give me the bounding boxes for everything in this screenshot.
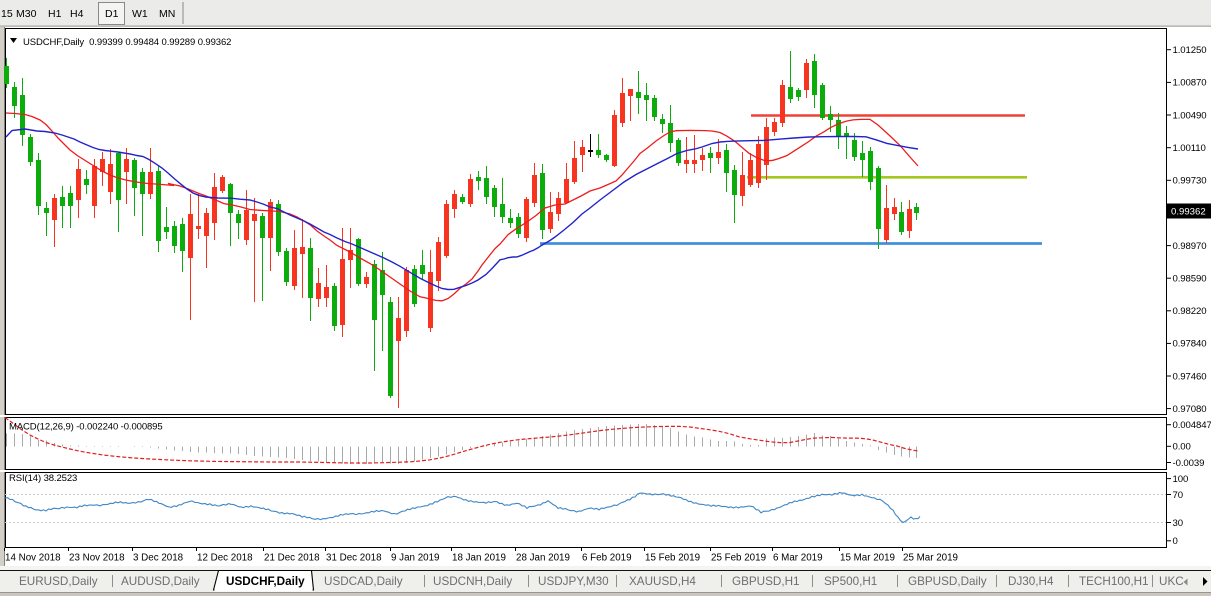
svg-text:15 Feb 2019: 15 Feb 2019 (645, 552, 700, 563)
svg-text:-0.0039: -0.0039 (1173, 458, 1205, 469)
svg-text:SP500,H1: SP500,H1 (824, 575, 877, 588)
svg-text:USDCHF,Daily 0.99399 0.99484: USDCHF,Daily 0.99399 0.99484 0.99289 0.9… (23, 37, 231, 48)
svg-text:6 Feb 2019: 6 Feb 2019 (582, 552, 632, 563)
svg-text:0.99730: 0.99730 (1173, 176, 1207, 187)
svg-text:1.01250: 1.01250 (1173, 45, 1207, 56)
svg-text:USDCAD,Daily: USDCAD,Daily (324, 575, 403, 588)
svg-text:0.004847: 0.004847 (1173, 420, 1211, 431)
svg-text:30: 30 (1173, 518, 1183, 529)
svg-text:DJ30,H4: DJ30,H4 (1008, 575, 1054, 588)
svg-text:21 Dec 2018: 21 Dec 2018 (264, 552, 320, 563)
svg-text:0.98220: 0.98220 (1173, 306, 1207, 317)
svg-text:25 Feb 2019: 25 Feb 2019 (711, 552, 766, 563)
svg-text:TECH100,H1: TECH100,H1 (1079, 575, 1149, 588)
svg-text:D1: D1 (105, 8, 119, 20)
svg-text:25 Mar 2019: 25 Mar 2019 (903, 552, 958, 563)
svg-text:0: 0 (1173, 536, 1178, 547)
svg-text:RSI(14) 38.2523: RSI(14) 38.2523 (9, 473, 77, 484)
svg-text:GBPUSD,Daily: GBPUSD,Daily (908, 575, 987, 588)
svg-text:0.99362: 0.99362 (1171, 206, 1206, 217)
svg-text:1.00870: 1.00870 (1173, 78, 1207, 89)
svg-text:EURUSD,Daily: EURUSD,Daily (19, 575, 98, 588)
svg-text:0.97080: 0.97080 (1173, 404, 1207, 415)
svg-text:100: 100 (1173, 474, 1189, 485)
svg-text:GBPUSD,H1: GBPUSD,H1 (732, 575, 800, 588)
svg-text:USDCNH,Daily: USDCNH,Daily (433, 575, 512, 588)
svg-text:15 Mar 2019: 15 Mar 2019 (840, 552, 895, 563)
svg-text:6 Mar 2019: 6 Mar 2019 (773, 552, 823, 563)
svg-text:0.97460: 0.97460 (1173, 371, 1207, 382)
svg-text:70: 70 (1173, 490, 1183, 501)
svg-text:31 Dec 2018: 31 Dec 2018 (326, 552, 382, 563)
svg-text:3 Dec 2018: 3 Dec 2018 (133, 552, 184, 563)
svg-text:9 Jan 2019: 9 Jan 2019 (391, 552, 439, 563)
svg-text:18 Jan 2019: 18 Jan 2019 (452, 552, 506, 563)
svg-text:15: 15 (1, 8, 13, 20)
svg-text:AUDUSD,Daily: AUDUSD,Daily (121, 575, 200, 588)
svg-text:XAUUSD,H4: XAUUSD,H4 (629, 575, 696, 588)
svg-text:28 Jan 2019: 28 Jan 2019 (516, 552, 570, 563)
svg-text:0.98970: 0.98970 (1173, 241, 1207, 252)
svg-text:M30: M30 (16, 8, 37, 20)
svg-text:MN: MN (159, 8, 175, 20)
svg-text:0.00: 0.00 (1173, 442, 1191, 453)
svg-text:W1: W1 (132, 8, 148, 20)
svg-text:12 Dec 2018: 12 Dec 2018 (197, 552, 253, 563)
svg-text:UKC: UKC (1159, 575, 1184, 588)
svg-text:USDJPY,M30: USDJPY,M30 (538, 575, 609, 588)
svg-text:0.98590: 0.98590 (1173, 274, 1207, 285)
svg-text:MACD(12,26,9) -0.002240 -0.000: MACD(12,26,9) -0.002240 -0.000895 (9, 422, 163, 433)
svg-text:H4: H4 (70, 8, 84, 20)
svg-text:1.00490: 1.00490 (1173, 110, 1207, 121)
svg-text:H1: H1 (48, 8, 62, 20)
svg-text:0.97840: 0.97840 (1173, 339, 1207, 350)
svg-text:14 Nov 2018: 14 Nov 2018 (5, 552, 61, 563)
svg-text:1.00110: 1.00110 (1173, 143, 1206, 154)
svg-text:23 Nov 2018: 23 Nov 2018 (69, 552, 125, 563)
svg-text:USDCHF,Daily: USDCHF,Daily (226, 575, 305, 588)
